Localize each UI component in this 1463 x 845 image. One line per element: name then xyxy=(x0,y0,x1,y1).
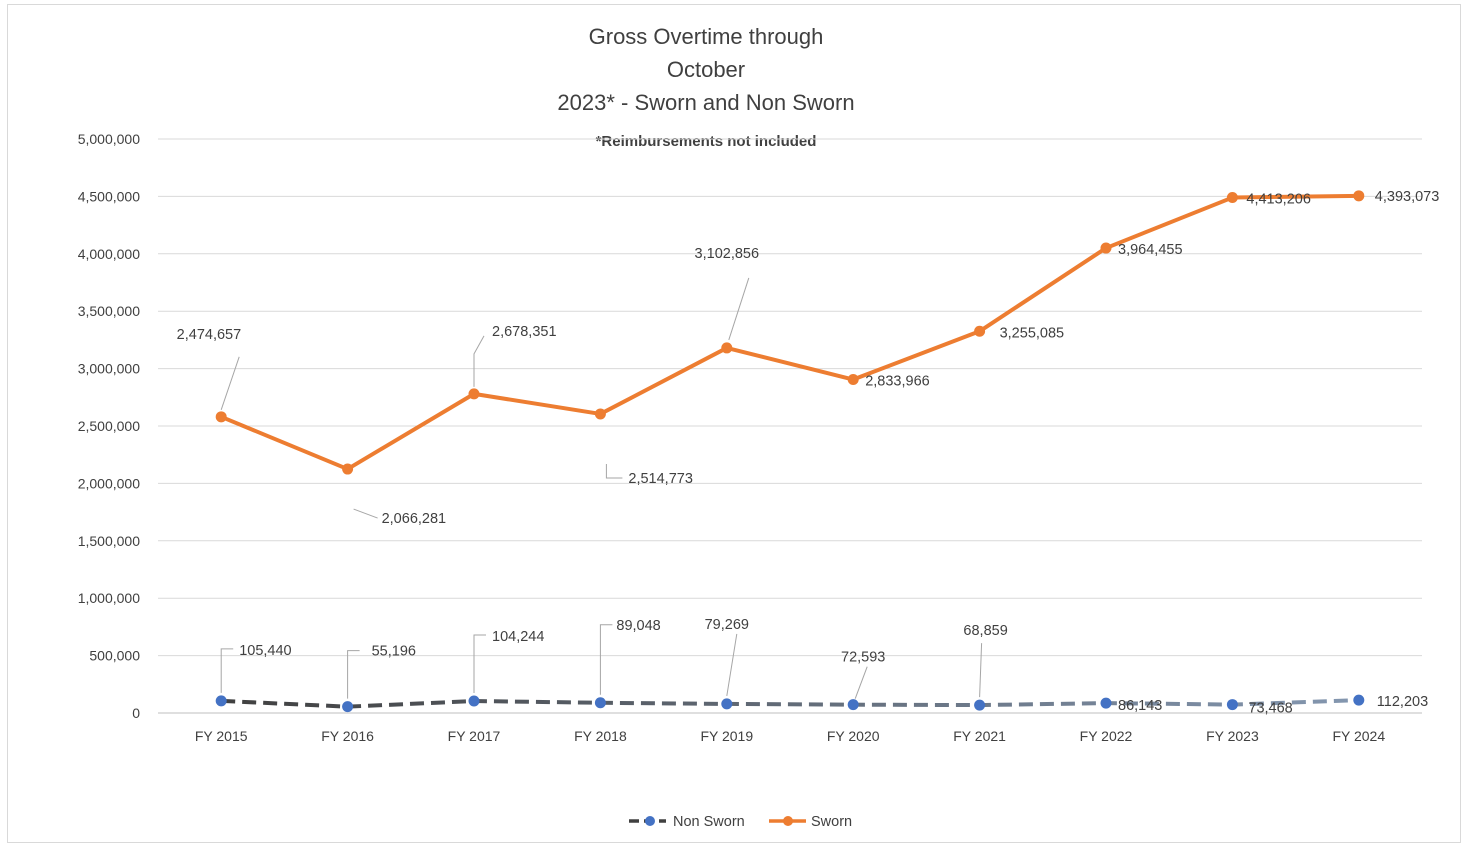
chart-title: Gross Overtime through October 2023* - S… xyxy=(557,24,854,150)
gridlines xyxy=(158,138,1422,714)
y-tick-label: 0 xyxy=(132,705,140,721)
data-label-sworn: 2,678,351 xyxy=(492,324,557,340)
leader-line-sworn xyxy=(220,356,240,410)
x-tick-label: FY 2019 xyxy=(700,728,753,744)
data-label-non-sworn: 89,048 xyxy=(616,618,660,634)
chart-area xyxy=(7,4,1461,843)
data-label-sworn: 3,102,856 xyxy=(695,246,760,262)
point-non-sworn xyxy=(342,701,354,713)
data-label-non-sworn: 68,859 xyxy=(963,623,1007,639)
series-lines xyxy=(220,193,1359,709)
point-non-sworn xyxy=(468,695,480,707)
data-labels: 2,474,657 2,066,281 2,678,351 2,514,773 3,10… xyxy=(177,189,1440,717)
point-sworn xyxy=(342,463,354,475)
data-label-non-sworn: 55,196 xyxy=(372,644,416,660)
data-label-sworn: 2,066,281 xyxy=(382,511,447,527)
data-label-non-sworn: 104,244 xyxy=(492,629,544,645)
leader-line-non-sworn xyxy=(854,666,868,699)
leader-line-sworn xyxy=(605,463,623,479)
x-axis-tick-labels: FY 2015 FY 2016 FY 2017 FY 2018 FY 2019 FY 20… xyxy=(195,728,1385,744)
point-non-sworn xyxy=(1100,697,1112,709)
series-line-non-sworn xyxy=(221,698,1359,709)
data-label-non-sworn: 112,203 xyxy=(1377,694,1428,710)
legend-label-sworn: Sworn xyxy=(811,814,852,830)
point-sworn xyxy=(721,342,733,354)
y-axis-tick-labels: 0 500,000 1,000,000 1,500,000 2,000,000 2,500… xyxy=(78,131,141,721)
point-sworn xyxy=(468,388,480,400)
point-sworn xyxy=(974,325,986,337)
data-label-sworn: 3,255,085 xyxy=(1000,325,1065,341)
x-tick-label: FY 2022 xyxy=(1080,728,1133,744)
y-tick-label: 4,500,000 xyxy=(78,188,140,204)
y-tick-label: 2,000,000 xyxy=(78,475,140,491)
series-points xyxy=(215,190,1365,713)
point-non-sworn xyxy=(594,697,606,709)
x-tick-label: FY 2018 xyxy=(574,728,627,744)
point-non-sworn xyxy=(1226,699,1238,711)
y-tick-label: 1,000,000 xyxy=(78,590,140,606)
data-label-non-sworn: 73,468 xyxy=(1248,701,1292,717)
y-tick-label: 3,500,000 xyxy=(78,303,140,319)
point-non-sworn xyxy=(1353,694,1365,706)
x-tick-label: FY 2020 xyxy=(827,728,880,744)
x-tick-label: FY 2017 xyxy=(448,728,501,744)
leader-line-non-sworn xyxy=(473,634,486,694)
chart-title-line-3: 2023* - Sworn and Non Sworn xyxy=(557,90,854,115)
point-sworn xyxy=(1353,190,1365,202)
data-label-sworn: 2,474,657 xyxy=(177,327,242,343)
y-tick-label: 4,000,000 xyxy=(78,246,140,262)
chart-title-line-1: Gross Overtime through xyxy=(589,24,824,49)
y-tick-label: 2,500,000 xyxy=(78,418,140,434)
legend-marker-sworn xyxy=(783,816,793,826)
point-sworn xyxy=(1226,192,1238,204)
point-non-sworn xyxy=(974,699,986,711)
data-label-sworn: 4,393,073 xyxy=(1375,189,1440,205)
point-sworn xyxy=(847,374,859,386)
legend: Non Sworn Sworn xyxy=(629,814,852,830)
x-tick-label: FY 2021 xyxy=(953,728,1006,744)
leader-line-non-sworn xyxy=(726,633,738,696)
legend-label-non-sworn: Non Sworn xyxy=(673,814,745,830)
data-label-sworn: 3,964,455 xyxy=(1118,242,1183,258)
x-tick-label: FY 2023 xyxy=(1206,728,1259,744)
chart-title-line-2: October xyxy=(667,57,745,82)
data-label-sworn: 2,514,773 xyxy=(628,471,693,487)
leader-line-sworn xyxy=(353,508,378,519)
x-tick-label: FY 2015 xyxy=(195,728,248,744)
y-tick-label: 3,000,000 xyxy=(78,361,140,377)
leader-line-non-sworn xyxy=(220,648,234,693)
data-label-non-sworn: 86,143 xyxy=(1118,698,1162,714)
leader-line-non-sworn xyxy=(979,643,983,698)
x-tick-label: FY 2024 xyxy=(1332,728,1385,744)
point-sworn xyxy=(594,408,606,420)
y-tick-label: 1,500,000 xyxy=(78,533,140,549)
data-label-sworn: 2,833,966 xyxy=(865,374,930,390)
leader-line-sworn xyxy=(728,277,750,341)
point-non-sworn xyxy=(847,699,859,711)
data-label-non-sworn: 105,440 xyxy=(239,643,291,659)
leader-line-non-sworn xyxy=(347,650,360,699)
point-non-sworn xyxy=(215,695,227,707)
data-label-sworn: 4,413,206 xyxy=(1246,192,1311,208)
point-non-sworn xyxy=(721,698,733,710)
leader-line-sworn xyxy=(473,335,485,387)
x-tick-label: FY 2016 xyxy=(321,728,374,744)
series-line-sworn xyxy=(220,193,1359,472)
point-sworn xyxy=(215,411,227,423)
data-label-leader-lines xyxy=(220,277,983,699)
data-label-non-sworn: 79,269 xyxy=(705,617,749,633)
chart-subtitle: *Reimbursements not included xyxy=(596,133,817,150)
point-sworn xyxy=(1100,242,1112,254)
leader-line-non-sworn xyxy=(599,624,613,695)
legend-marker-non-sworn xyxy=(645,816,655,826)
y-tick-label: 500,000 xyxy=(89,648,140,664)
data-label-non-sworn: 72,593 xyxy=(841,650,885,666)
y-tick-label: 5,000,000 xyxy=(78,131,140,147)
